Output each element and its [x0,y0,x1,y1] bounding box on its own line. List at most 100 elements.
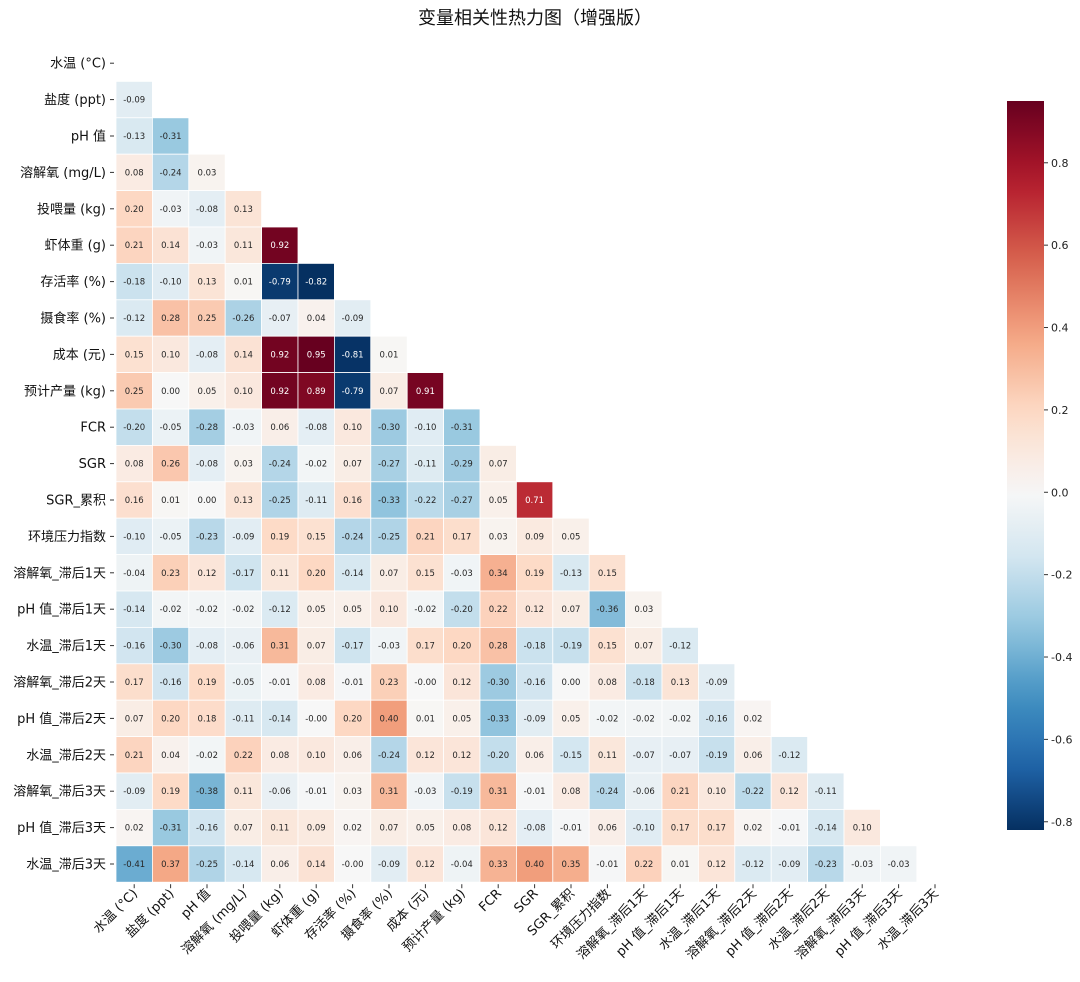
heatmap-cell [115,81,153,119]
cell-value-label: -0.20 [451,605,473,615]
cell-value-label: 0.21 [125,751,144,761]
heatmap-cell [261,736,299,774]
heatmap-cell [406,736,445,774]
cell-value-label: 0.12 [525,605,544,615]
heatmap-cell [443,809,481,847]
cell-value-label: -0.18 [524,642,546,652]
cell-value-label: -0.36 [596,605,618,615]
chart-title: 变量相关性热力图（增强版） [418,8,652,29]
heatmap-cell [479,809,517,847]
heatmap-cell [115,809,153,847]
heatmap-cell [516,736,554,774]
cell-value-label: 0.19 [525,569,544,579]
heatmap-cell [151,809,190,847]
cell-value-label: 0.12 [452,678,471,688]
heatmap-cell [625,590,663,628]
cell-value-label: -0.03 [196,241,218,251]
cell-value-label: -0.33 [487,714,509,724]
cell-value-label: 0.05 [307,605,326,615]
cell-value-label: 0.19 [270,532,289,542]
heatmap-cell [552,809,590,847]
heatmap-cell [552,517,590,556]
heatmap-cell [661,663,699,701]
heatmap-cell [297,299,335,337]
cell-value-label: 0.08 [125,168,144,178]
colorbar-tick-label: 0.6 [1051,239,1069,252]
heatmap-cell [224,772,262,810]
cell-value-label: 0.02 [125,824,144,834]
heatmap-cell [224,444,262,483]
cell-value-label: 0.19 [198,678,217,688]
cell-value-label: 0.06 [598,824,617,834]
cell-value-label: -0.03 [160,205,182,215]
cell-value-label: -0.26 [232,314,254,324]
colorbar-tick-label: -0.8 [1051,816,1072,829]
colorbar-scale [1007,101,1044,830]
heatmap-cell [698,699,736,738]
cell-value-label: 0.28 [161,314,180,324]
cell-value-label: 0.37 [161,860,180,870]
heatmap-cell [224,699,262,738]
cell-value-label: 0.03 [343,787,362,797]
cell-value-label: 0.92 [270,241,289,251]
heatmap-cell [151,845,190,883]
heatmap-cell [261,408,299,446]
heatmap-cell [370,663,408,701]
heatmap-cell [516,481,554,519]
cell-value-label: -0.11 [232,714,254,724]
cell-value-label: 0.34 [489,569,508,579]
cell-value-label: -0.03 [414,787,436,797]
heatmap-cell [588,554,627,592]
heatmap-cell [516,663,554,701]
heatmap-cell [115,736,153,774]
heatmap-cell [261,845,299,883]
cell-value-label: -0.31 [451,423,473,433]
cell-value-label: -0.18 [123,278,145,288]
heatmap-cell [552,699,590,738]
cell-value-label: -0.38 [196,787,218,797]
cell-value-label: 0.09 [307,824,326,834]
heatmap-cell [479,481,517,519]
heatmap-cell [188,335,226,374]
cell-value-label: -0.33 [378,496,400,506]
cell-value-label: -0.14 [342,569,364,579]
heatmap-cell [297,845,335,883]
cell-value-label: 0.11 [270,569,289,579]
heatmap-cell [261,699,299,738]
cell-value-label: -0.01 [778,824,800,834]
heatmap-cell [115,299,153,337]
cell-value-label: -0.30 [487,678,509,688]
heatmap-cell [151,153,190,191]
cell-value-label: 0.07 [343,460,362,470]
heatmap-cell [661,809,699,847]
cell-value-label: -0.81 [342,350,364,360]
heatmap-cell [297,408,335,446]
heatmap-cell [188,663,226,701]
cell-value-label: -0.29 [451,460,473,470]
cell-value-label: -0.30 [160,642,182,652]
cell-value-label: 0.07 [234,824,253,834]
heatmap-cell [151,590,190,628]
cell-value-label: -0.24 [269,460,291,470]
cell-value-label: 0.14 [161,241,180,251]
y-tick-label: pH 值_滞后1天 [17,602,106,618]
cell-value-label: 0.09 [525,532,544,542]
heatmap-cell [224,554,262,592]
heatmap-cell [115,190,153,228]
cell-value-label: 0.10 [161,350,180,360]
cell-value-label: 0.25 [125,387,144,397]
heatmap-cell [188,699,226,738]
y-tick-label: 盐度 (ppt) [44,92,106,108]
cell-value-label: -0.18 [633,678,655,688]
heatmap-cell [770,845,809,883]
cell-value-label: 0.14 [234,350,253,360]
cell-value-label: 0.22 [234,751,253,761]
heatmap-cell [224,627,262,665]
cell-value-label: 0.11 [270,824,289,834]
cell-value-label: 0.05 [562,714,581,724]
cell-value-label: -0.27 [378,460,400,470]
cell-value-label: -0.10 [123,532,145,542]
cell-value-label: -0.09 [778,860,800,870]
cell-value-label: 0.02 [744,824,763,834]
